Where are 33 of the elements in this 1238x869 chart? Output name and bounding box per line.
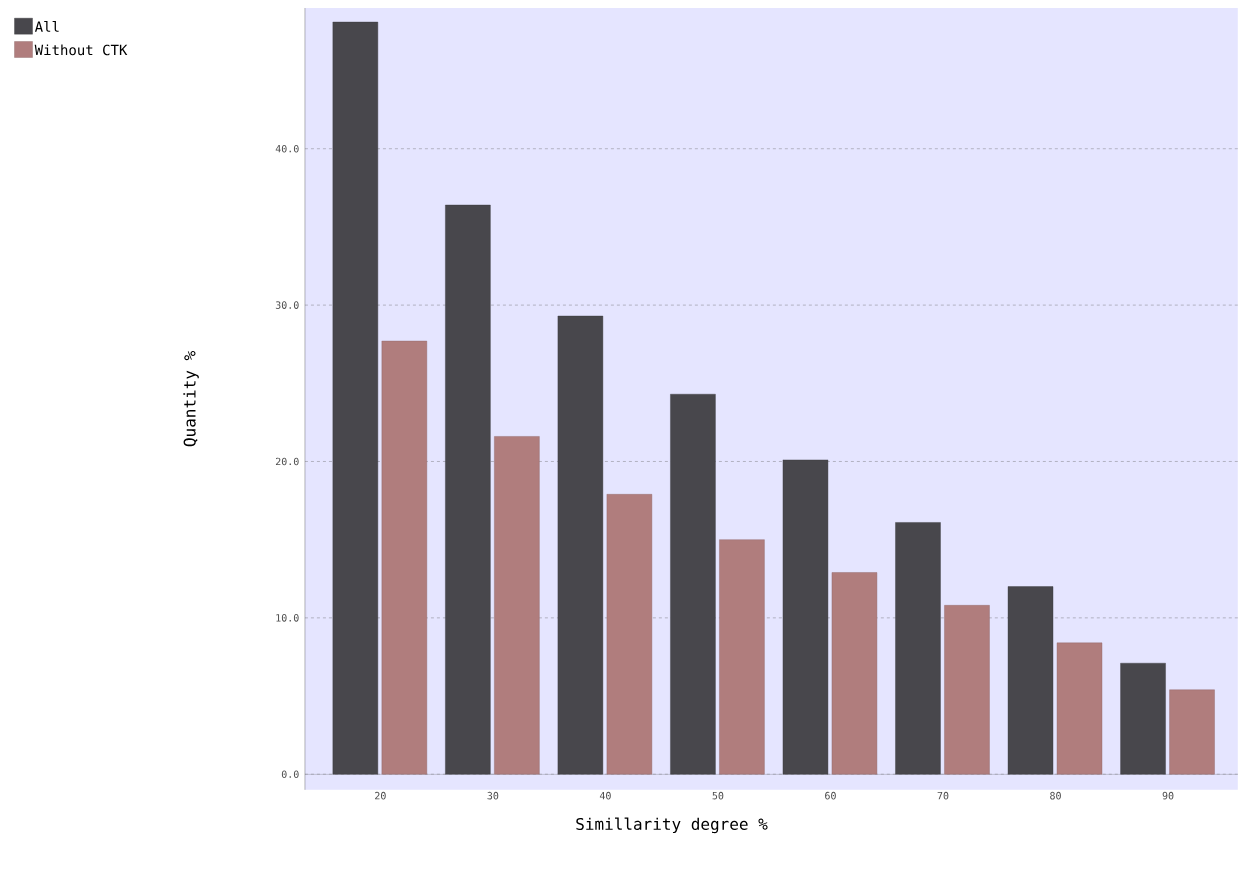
y-axis-title: Quantity % [183,351,199,447]
y-tick-label: 20.0 [275,457,299,466]
x-tick-label: 50 [712,791,724,800]
x-tick-label: 70 [937,791,949,800]
bar [944,605,990,775]
bar [606,494,653,775]
y-tick-label: 40.0 [275,145,299,153]
bar [895,522,941,775]
x-tick-label: 90 [1162,791,1174,800]
y-tick-label: 10.0 [276,614,299,622]
bar [1120,663,1166,775]
bar [782,459,829,775]
x-tick-label: 60 [825,791,836,800]
x-tick-label: 20 [375,791,386,800]
bar [494,436,540,775]
bar [1169,689,1215,775]
x-tick-label: 40 [599,791,611,800]
bar [831,572,878,775]
y-tick-label: 30.0 [275,301,299,309]
bar [719,539,765,775]
bar [445,204,491,775]
legend-label: All [34,21,59,32]
y-tick-label: 0.0 [281,770,299,779]
x-axis-title: Simillarity degree % [576,817,768,834]
bar [557,315,604,775]
legend-label: Without CTK [34,44,128,56]
bar [1007,586,1054,775]
bar [332,21,379,775]
bar [670,394,716,775]
x-tick-label: 80 [1050,791,1061,800]
x-tick-label: 30 [487,791,499,800]
bar [1056,642,1103,775]
bar [381,340,428,775]
